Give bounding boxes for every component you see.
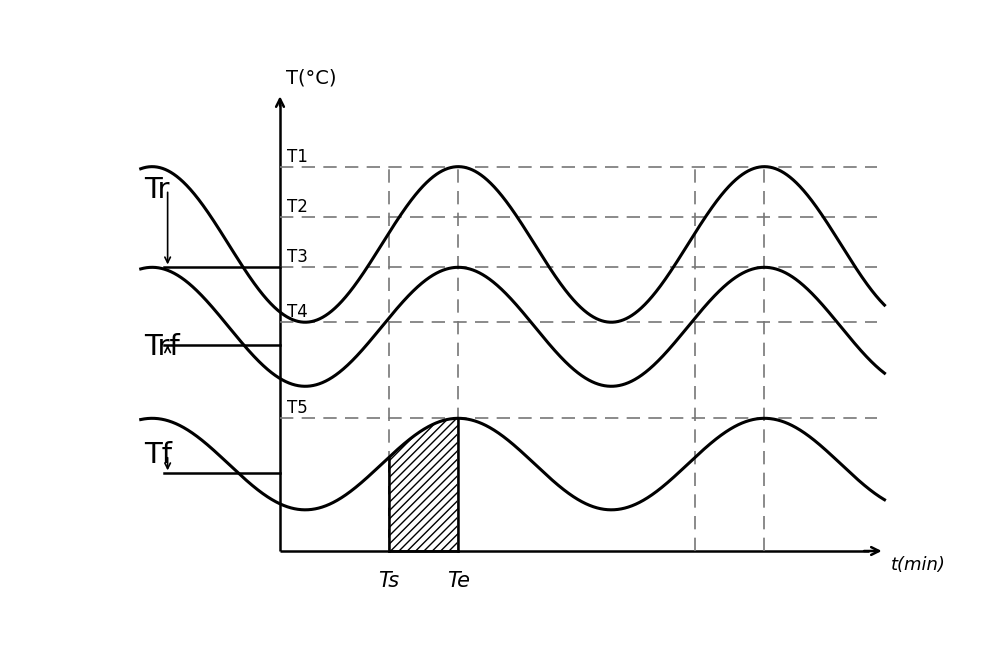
Text: T1: T1 [287, 148, 308, 166]
Text: T4: T4 [287, 303, 308, 321]
Text: t(min): t(min) [891, 556, 946, 574]
Text: T(°C): T(°C) [286, 69, 336, 88]
Text: Trf: Trf [144, 334, 180, 361]
Text: Ts: Ts [378, 571, 399, 591]
Text: T2: T2 [287, 198, 308, 216]
Text: T3: T3 [287, 248, 308, 266]
Text: T5: T5 [287, 399, 308, 417]
Text: Te: Te [447, 571, 470, 591]
Text: Tr: Tr [144, 176, 170, 204]
Text: Tf: Tf [144, 441, 172, 469]
